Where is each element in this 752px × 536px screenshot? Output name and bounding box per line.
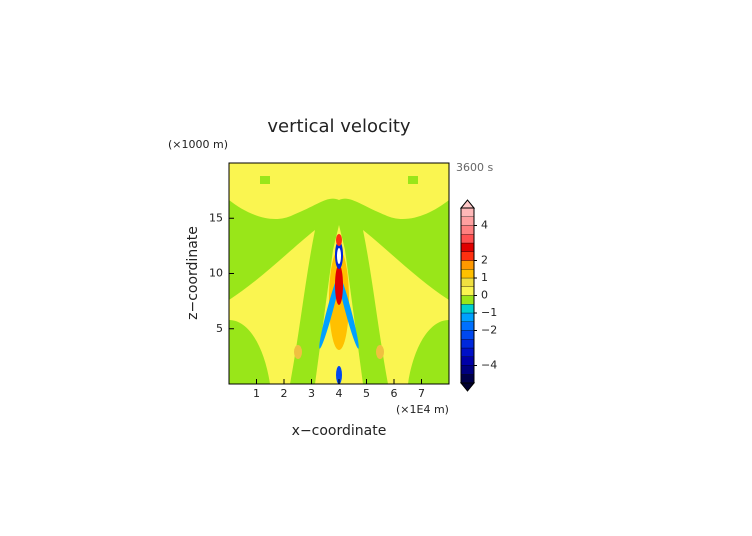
colorbar-band <box>460 321 475 331</box>
x-tick-label: 4 <box>336 387 343 400</box>
colorbar-tick-label: 2 <box>481 254 488 267</box>
colorbar-band <box>460 286 475 296</box>
field-region <box>408 176 418 184</box>
colorbar-extend-low <box>459 382 476 392</box>
colorbar-band <box>460 356 475 366</box>
colorbar-band <box>460 234 475 244</box>
colorbar-tick-label: 4 <box>481 219 488 232</box>
time-label: 3600 s <box>456 161 493 174</box>
y-tick-label: 10 <box>209 267 223 280</box>
y-tick-label: 15 <box>209 211 223 224</box>
x-axis-label: x−coordinate <box>292 423 387 439</box>
field-region <box>376 345 384 359</box>
field-region <box>335 265 343 305</box>
field-region <box>336 366 342 384</box>
colorbar-band <box>460 339 475 349</box>
x-tick-label: 3 <box>308 387 315 400</box>
field-region <box>260 176 270 184</box>
field-region <box>363 230 449 384</box>
y-tick-label: 5 <box>216 322 223 335</box>
x-tick-label: 6 <box>391 387 398 400</box>
x-tick-label: 7 <box>418 387 425 400</box>
colorbar-band <box>460 347 475 357</box>
x-tick-label: 1 <box>253 387 260 400</box>
colorbar-tick-label: 1 <box>481 271 488 284</box>
field <box>229 163 449 384</box>
colorbar-band <box>460 251 475 261</box>
colorbar-band <box>460 365 475 375</box>
x-tick-label: 5 <box>363 387 370 400</box>
chart-title: vertical velocity <box>267 116 411 137</box>
colorbar-extend-high <box>459 199 476 209</box>
colorbar-tick-label: 0 <box>481 289 488 302</box>
y-axis-label: z−coordinate <box>185 226 201 320</box>
colorbar-band <box>460 216 475 226</box>
colorbar-band <box>460 242 475 252</box>
field-region <box>229 163 449 220</box>
colorbar-band <box>460 225 475 235</box>
x-unit: (×1E4 m) <box>396 403 449 416</box>
colorbar-tick-label: −1 <box>481 306 497 319</box>
colorbar-band <box>460 207 475 217</box>
colorbar-tick-label: −4 <box>481 359 497 372</box>
colorbar-band <box>460 374 475 384</box>
colorbar-band <box>460 330 475 340</box>
colorbar-band <box>460 260 475 270</box>
colorbar-band <box>460 277 475 287</box>
colorbar-band <box>460 312 475 322</box>
x-tick-label: 2 <box>281 387 288 400</box>
field-region <box>294 345 302 359</box>
colorbar-tick-label: −2 <box>481 324 497 337</box>
colorbar-band <box>460 304 475 314</box>
field-region <box>229 230 315 384</box>
y-unit: (×1000 m) <box>168 138 228 151</box>
colorbar-band <box>460 269 475 279</box>
field-region <box>336 234 342 246</box>
field-region <box>337 248 341 264</box>
colorbar-band <box>460 295 475 305</box>
